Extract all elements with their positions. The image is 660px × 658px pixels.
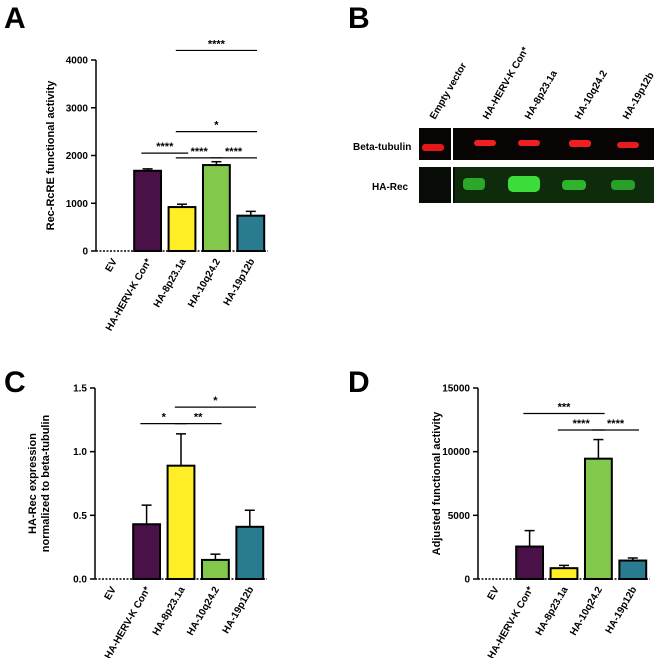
y-tick-label: 10000 xyxy=(442,447,470,458)
x-tick-label-ha-19p12b: HA-19p12b xyxy=(221,585,257,636)
bar-ha-8p23-1a xyxy=(166,464,196,581)
y-tick-label: 0.0 xyxy=(73,575,87,586)
significance-label: **** xyxy=(573,418,591,430)
y-tick-label: 0.5 xyxy=(73,511,87,522)
bar-ha-19p12b xyxy=(235,525,265,580)
x-tick-label-ha-19p12b: HA-19p12b xyxy=(222,257,258,308)
band-tubulin-19p12 xyxy=(617,142,639,148)
bar-ha-10q24-2 xyxy=(583,457,613,581)
bar-ha-herv-k-con xyxy=(515,545,545,581)
x-tick-label-ha-8p23-1a: HA-8p23.1a xyxy=(151,585,188,638)
panel-letter-d: D xyxy=(348,366,370,399)
row-label-beta-tubulin: Beta-tubulin xyxy=(353,142,411,153)
y-tick-label: 1.0 xyxy=(73,447,87,458)
lane-label-herv-k-con: HA-HERV-K Con* xyxy=(481,45,531,121)
bar-ha-herv-k-con xyxy=(133,169,163,252)
x-tick-label-ev: EV xyxy=(486,585,502,602)
band-tubulin-8p23 xyxy=(518,140,540,146)
significance-label: * xyxy=(162,412,167,424)
western-blot: Empty vector HA-HERV-K Con* HA-8p23.1a H… xyxy=(353,45,657,203)
chart-a: 0 1000 2000 3000 4000 Rec-RcRE functional act… xyxy=(45,38,268,333)
chart-d: 0 5000 10000 15000 Adjusted functional activ… xyxy=(431,384,650,658)
band-tubulin-10q24 xyxy=(569,140,591,147)
bar-ha-10q24-2 xyxy=(200,558,230,581)
significance-label: ** xyxy=(194,412,203,424)
x-tick-label-ev: EV xyxy=(103,585,119,602)
bar-ha-8p23-1a xyxy=(167,206,197,253)
y-tick-label: 0 xyxy=(82,247,88,258)
band-tubulin-herv xyxy=(474,140,496,146)
significance-label: **** xyxy=(607,418,625,430)
y-axis-label: Adjusted functional activity xyxy=(431,411,443,556)
x-tick-label-ha-19p12b: HA-19p12b xyxy=(604,585,640,636)
significance-label: **** xyxy=(225,146,243,158)
y-tick-label: 3000 xyxy=(66,103,89,114)
y-axis-label-line: normalized to beta-tubulin xyxy=(40,414,52,552)
lane-label-19p12b: HA-19p12b xyxy=(621,71,657,122)
y-tick-label: 15000 xyxy=(442,384,470,395)
panel-letter-b: B xyxy=(348,2,370,35)
band-harec-19p12 xyxy=(611,180,635,190)
x-tick-label-ev: EV xyxy=(104,257,120,274)
x-tick-label-ha-10q24-2: HA-10q24.2 xyxy=(568,585,605,638)
lane-label-10q24-2: HA-10q24.2 xyxy=(573,68,610,121)
lane-label-empty-vector: Empty vector xyxy=(428,61,469,121)
bar-ha-8p23-1a xyxy=(549,567,579,581)
band-tubulin-ev xyxy=(422,144,444,151)
significance-label: **** xyxy=(191,146,209,158)
y-tick-label: 2000 xyxy=(66,151,89,162)
band-harec-10q24 xyxy=(562,180,586,190)
band-harec-8p23 xyxy=(508,176,540,192)
x-tick-label-ha-8p23-1a: HA-8p23.1a xyxy=(534,585,571,638)
chart-c: 0.0 0.5 1.0 1.5 HA-Rec expression normalized … xyxy=(27,384,267,658)
significance-label: * xyxy=(213,395,218,407)
y-tick-label: 0 xyxy=(464,575,470,586)
y-tick-label: 1000 xyxy=(66,199,89,210)
panel-letter-a: A xyxy=(4,2,26,35)
bar-ha-herv-k-con xyxy=(132,523,162,580)
x-tick-label-ha-10q24-2: HA-10q24.2 xyxy=(185,585,222,638)
significance-label: * xyxy=(214,120,219,132)
bar-ha-10q24-2 xyxy=(201,164,231,252)
y-axis-label: Rec-RcRE functional activity xyxy=(45,80,57,231)
significance-label: **** xyxy=(156,141,174,153)
significance-label: **** xyxy=(208,38,226,50)
band-harec-herv xyxy=(463,178,485,190)
bar-ha-19p12b xyxy=(618,559,648,581)
y-axis-label-line: HA-Rec expression xyxy=(27,433,39,534)
x-tick-label-ha-10q24-2: HA-10q24.2 xyxy=(186,257,223,310)
panel-letter-c: C xyxy=(4,366,26,399)
bar-ha-19p12b xyxy=(236,214,266,252)
row-label-ha-rec: HA-Rec xyxy=(372,182,409,193)
x-tick-label-ha-8p23-1a: HA-8p23.1a xyxy=(152,257,189,310)
y-tick-label: 5000 xyxy=(448,511,471,522)
y-tick-label: 1.5 xyxy=(73,384,87,395)
lane-label-8p23-1a: HA-8p23.1a xyxy=(523,68,560,121)
significance-label: *** xyxy=(558,401,572,413)
y-tick-label: 4000 xyxy=(66,56,89,67)
